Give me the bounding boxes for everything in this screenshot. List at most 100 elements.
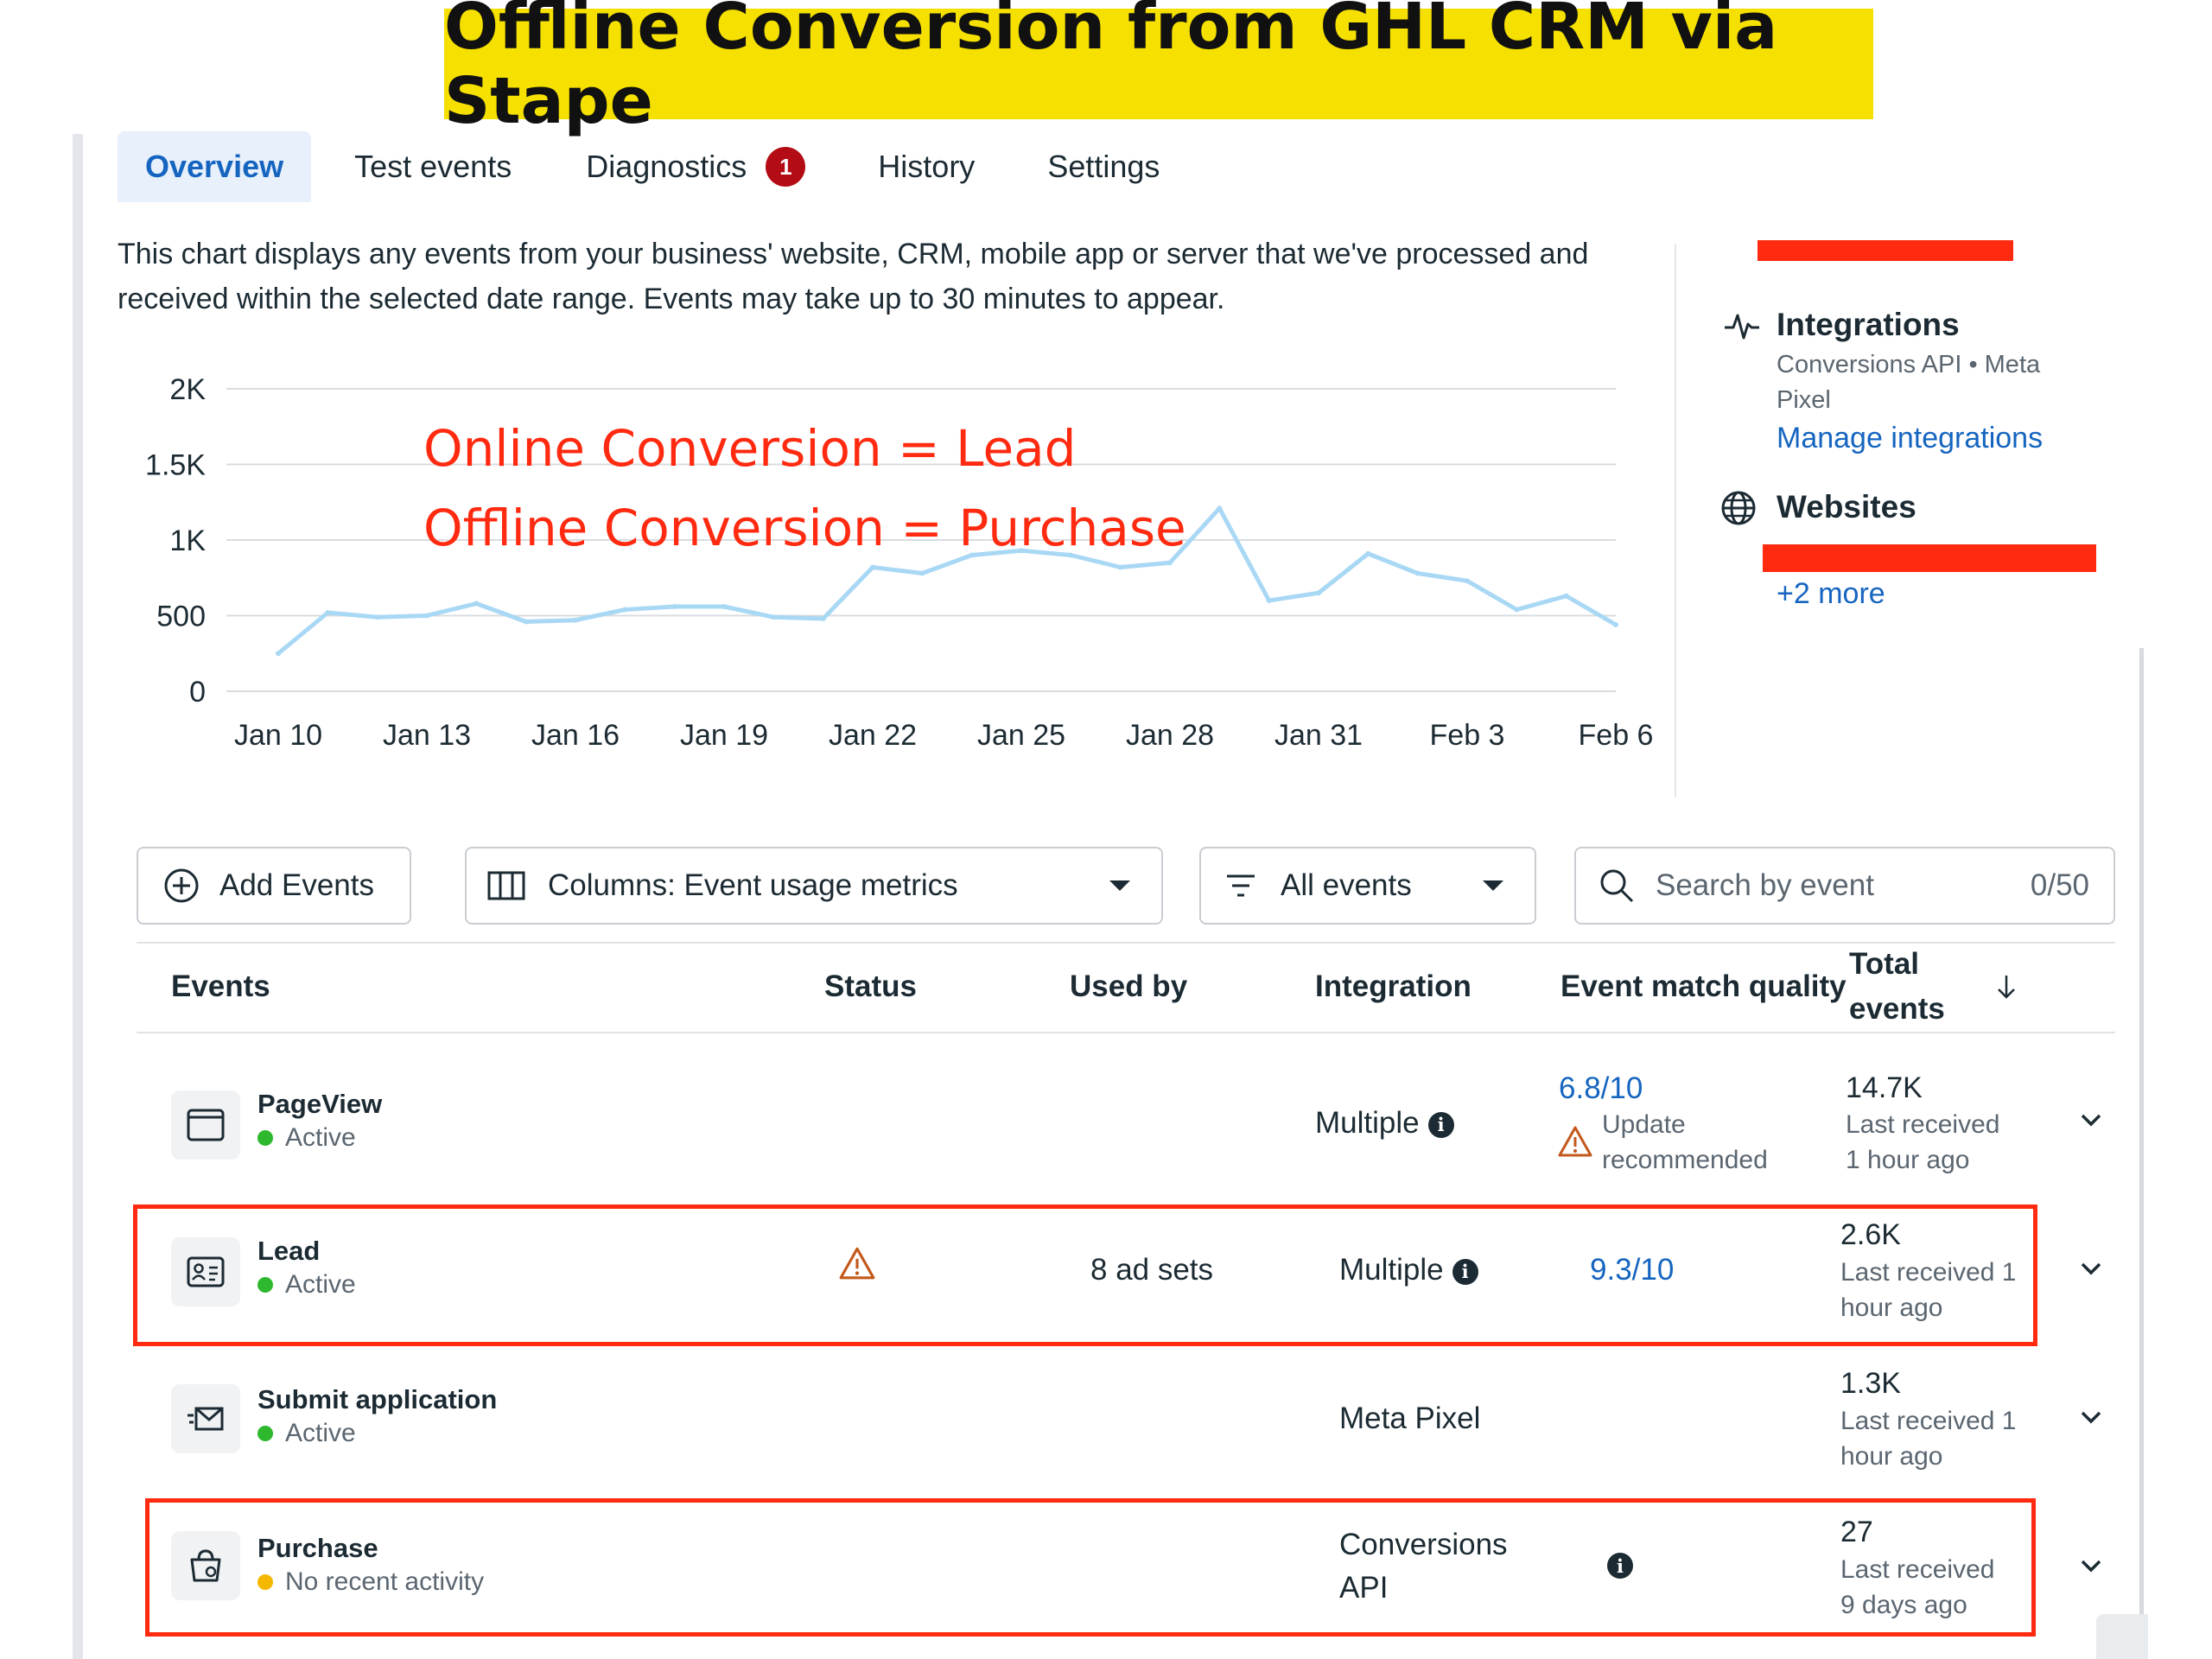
language-globe-button[interactable] — [2096, 1614, 2148, 1659]
event-filter-dropdown[interactable]: All events — [1199, 847, 1536, 925]
data-point[interactable] — [1217, 505, 1223, 512]
event-icon — [171, 1531, 240, 1600]
last-received: Last received 1 — [1840, 1407, 2017, 1435]
data-point[interactable] — [771, 614, 777, 620]
arrow-down-icon[interactable] — [1993, 973, 2020, 1001]
tab-history[interactable]: History — [850, 131, 1002, 202]
data-point[interactable] — [374, 614, 380, 620]
data-point[interactable] — [870, 564, 875, 570]
last-received-cont: hour ago — [1840, 1294, 1943, 1322]
data-point[interactable] — [325, 610, 331, 615]
data-point[interactable] — [1068, 552, 1074, 558]
chevron-down-icon — [1483, 880, 1503, 891]
send-mail-icon — [188, 1407, 224, 1431]
tab-label: Overview — [145, 149, 284, 184]
data-point[interactable] — [919, 570, 925, 576]
event-name[interactable]: PageView — [257, 1089, 383, 1119]
series-line[interactable] — [276, 505, 1618, 656]
manage-integrations-link[interactable]: Manage integrations — [1777, 422, 2044, 454]
column-header-total-events-line2: events — [1849, 992, 1945, 1026]
integration-cell-cont: API — [1339, 1571, 1389, 1605]
data-point[interactable] — [523, 619, 529, 625]
data-point[interactable] — [1465, 578, 1470, 584]
total-events: 27 — [1840, 1516, 1873, 1548]
y-tick-label: 500 — [156, 601, 206, 633]
plus-circle-icon — [164, 868, 199, 903]
add-events-button[interactable]: Add Events — [137, 847, 411, 925]
data-point[interactable] — [276, 651, 281, 657]
event-name[interactable]: Submit application — [257, 1384, 498, 1414]
panel-divider — [1675, 244, 1676, 797]
event-icon — [171, 1384, 240, 1453]
data-point[interactable] — [622, 607, 628, 613]
data-point[interactable] — [1613, 622, 1618, 627]
chevron-down-icon[interactable] — [2077, 1552, 2105, 1580]
info-icon[interactable]: i — [1607, 1553, 1633, 1579]
tab-test-events[interactable]: Test events — [327, 131, 539, 202]
used-by-cell[interactable]: 8 ad sets — [1090, 1253, 1214, 1287]
status-dot — [257, 1130, 273, 1146]
event-match-quality-link[interactable]: 6.8/10 — [1559, 1071, 1643, 1105]
data-point[interactable] — [424, 613, 429, 619]
total-events: 1.3K — [1840, 1367, 1901, 1400]
info-icon[interactable]: i — [1427, 1111, 1454, 1138]
data-point[interactable] — [969, 552, 975, 558]
integration-cell: Meta Pixel — [1339, 1402, 1481, 1435]
data-point[interactable] — [671, 604, 677, 609]
data-point[interactable] — [1514, 607, 1520, 613]
data-point[interactable] — [474, 601, 480, 607]
event-name[interactable]: Lead — [257, 1236, 321, 1266]
info-icon[interactable]: i — [1452, 1258, 1478, 1285]
event-icon — [171, 1237, 240, 1306]
divider — [137, 942, 2115, 944]
column-header-used-by[interactable]: Used by — [1070, 969, 1188, 1003]
data-point[interactable] — [1563, 593, 1569, 599]
title-banner: Offline Conversion from GHL CRM via Stap… — [444, 0, 1873, 138]
data-point[interactable] — [820, 616, 826, 621]
chevron-down-icon[interactable] — [2077, 1106, 2105, 1134]
columns-label: Columns: Event usage metrics — [548, 868, 958, 902]
more-websites-link[interactable]: +2 more — [1777, 577, 1885, 610]
columns-icon — [487, 871, 525, 900]
column-header-integration[interactable]: Integration — [1315, 969, 1471, 1003]
redaction-bar — [1763, 544, 2096, 572]
tab-diagnostics[interactable]: Diagnostics 1 — [558, 131, 833, 202]
warning-icon[interactable] — [838, 1246, 876, 1281]
last-received-cont: 9 days ago — [1840, 1591, 1967, 1619]
tab-overview[interactable]: Overview — [118, 131, 312, 202]
column-header-status[interactable]: Status — [824, 969, 917, 1003]
highlight-box-lead — [133, 1205, 2037, 1346]
scrollbar[interactable] — [2139, 648, 2144, 1624]
data-point[interactable] — [1117, 564, 1123, 570]
column-header-event-match-quality[interactable]: Event match quality — [1560, 969, 1847, 1003]
search-input[interactable]: Search by event 0/50 — [1574, 847, 2115, 925]
chevron-down-icon[interactable] — [2077, 1403, 2105, 1431]
column-header-total-events[interactable]: Total — [1849, 947, 1920, 981]
redaction-bar — [1758, 240, 2013, 261]
search-count: 0/50 — [2030, 868, 2089, 902]
data-point[interactable] — [1316, 590, 1321, 596]
tab-label: Test events — [354, 149, 512, 184]
websites-title: Websites — [1777, 489, 1916, 524]
data-point[interactable] — [1019, 548, 1024, 554]
chevron-down-icon[interactable] — [2077, 1255, 2105, 1282]
column-header-events[interactable]: Events — [171, 969, 270, 1003]
data-point[interactable] — [1167, 560, 1173, 566]
data-point[interactable] — [1266, 598, 1272, 603]
notification-badge: 1 — [766, 147, 806, 187]
event-name[interactable]: Purchase — [257, 1533, 378, 1563]
event-match-quality-link[interactable]: 9.3/10 — [1590, 1253, 1675, 1287]
data-point[interactable] — [573, 617, 578, 623]
integration-text: Multiple — [1339, 1253, 1444, 1287]
integration-cell: Multiple i — [1315, 1106, 1454, 1141]
divider — [137, 1032, 2115, 1033]
tab-settings[interactable]: Settings — [1020, 131, 1187, 202]
columns-dropdown[interactable]: Columns: Event usage metrics — [465, 847, 1163, 925]
left-scroll-edge — [73, 134, 83, 1659]
data-point[interactable] — [721, 604, 727, 609]
x-tick-label: Jan 19 — [680, 719, 768, 752]
data-point[interactable] — [1365, 550, 1371, 556]
last-received: Last received 1 — [1840, 1258, 2017, 1287]
event-status: No recent activity — [257, 1567, 484, 1597]
data-point[interactable] — [1414, 570, 1421, 576]
